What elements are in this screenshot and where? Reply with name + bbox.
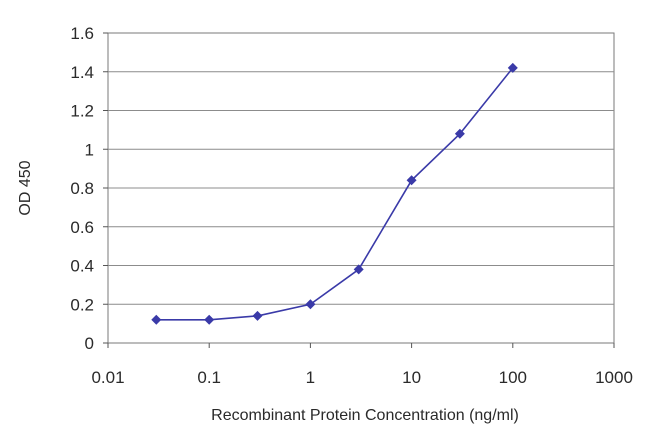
x-axis-title: Recombinant Protein Concentration (ng/ml… bbox=[211, 407, 519, 424]
gridlines bbox=[108, 71, 614, 305]
x-axis-tick-labels: 0.01 0.1 1 10 100 1000 bbox=[91, 368, 632, 387]
y-tick-label: 1 bbox=[85, 140, 94, 159]
y-axis-title: OD 450 bbox=[17, 160, 34, 215]
y-tick-label: 0.4 bbox=[70, 257, 94, 276]
y-axis-tick-labels: 0 0.2 0.4 0.6 0.8 1 1.2 1.4 1.6 bbox=[70, 24, 94, 353]
axis-ticks bbox=[103, 32, 615, 348]
x-tick-label: 1000 bbox=[595, 368, 633, 387]
y-tick-label: 0 bbox=[85, 334, 94, 353]
data-point bbox=[151, 314, 162, 325]
y-tick-label: 0.6 bbox=[70, 218, 94, 237]
x-tick-label: 1 bbox=[306, 368, 315, 387]
data-point bbox=[353, 264, 364, 275]
data-point bbox=[252, 310, 263, 321]
y-tick-label: 1.4 bbox=[70, 63, 94, 82]
data-point bbox=[406, 175, 417, 186]
y-tick-label: 0.2 bbox=[70, 295, 94, 314]
x-tick-label: 0.01 bbox=[91, 368, 124, 387]
data-point bbox=[204, 314, 215, 325]
data-point bbox=[305, 299, 316, 310]
y-tick-label: 1.6 bbox=[70, 24, 94, 43]
data-point bbox=[454, 128, 465, 139]
series-line bbox=[156, 67, 514, 321]
y-tick-label: 1.2 bbox=[70, 102, 94, 121]
x-tick-label: 0.1 bbox=[197, 368, 221, 387]
data-point bbox=[507, 62, 518, 73]
y-tick-label: 0.8 bbox=[70, 179, 94, 198]
series-layer bbox=[151, 62, 518, 325]
x-tick-label: 100 bbox=[499, 368, 527, 387]
x-tick-label: 10 bbox=[402, 368, 421, 387]
